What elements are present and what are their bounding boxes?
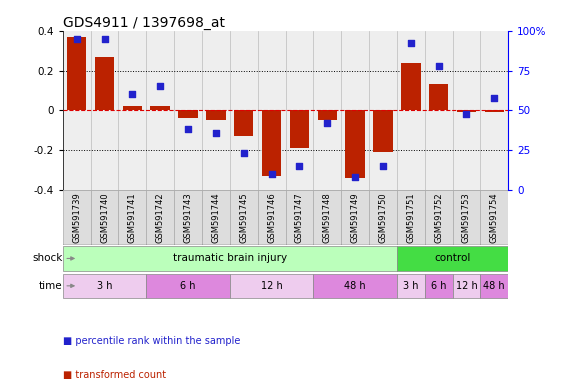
Text: 12 h: 12 h <box>261 281 283 291</box>
Text: shock: shock <box>33 253 63 263</box>
Bar <box>230 273 313 298</box>
Text: GSM591744: GSM591744 <box>211 193 220 243</box>
Bar <box>397 273 425 298</box>
Text: GSM591742: GSM591742 <box>156 193 165 243</box>
Text: GSM591746: GSM591746 <box>267 193 276 243</box>
Point <box>295 163 304 169</box>
Text: GSM591743: GSM591743 <box>183 193 192 243</box>
Text: 6 h: 6 h <box>180 281 196 291</box>
Bar <box>425 273 452 298</box>
Point <box>183 126 192 132</box>
Bar <box>373 110 393 152</box>
Bar <box>119 190 146 245</box>
Bar <box>397 246 508 271</box>
Bar <box>480 190 508 245</box>
Text: time: time <box>39 281 63 291</box>
Bar <box>425 190 452 245</box>
Bar <box>345 110 365 178</box>
Point <box>128 91 137 98</box>
Text: ■ transformed count: ■ transformed count <box>63 370 166 380</box>
Text: GSM591739: GSM591739 <box>72 193 81 243</box>
Point <box>323 120 332 126</box>
Bar <box>91 190 119 245</box>
Point <box>406 40 415 46</box>
Bar <box>480 273 508 298</box>
Text: 6 h: 6 h <box>431 281 447 291</box>
Bar <box>146 273 230 298</box>
Text: GSM591747: GSM591747 <box>295 193 304 243</box>
Text: GSM591750: GSM591750 <box>379 193 388 243</box>
Bar <box>258 190 286 245</box>
Text: GSM591749: GSM591749 <box>351 193 360 243</box>
Bar <box>286 190 313 245</box>
Bar <box>206 110 226 120</box>
Bar <box>95 56 114 110</box>
Bar <box>63 246 397 271</box>
Bar <box>262 110 282 176</box>
Point <box>156 83 165 89</box>
Point <box>351 174 360 180</box>
Text: 12 h: 12 h <box>456 281 477 291</box>
Bar <box>317 110 337 120</box>
Text: GSM591751: GSM591751 <box>406 193 415 243</box>
Bar <box>178 110 198 118</box>
Point <box>462 111 471 117</box>
Text: 48 h: 48 h <box>344 281 366 291</box>
Bar <box>289 110 309 148</box>
Point <box>72 36 81 42</box>
Text: GSM591752: GSM591752 <box>434 193 443 243</box>
Bar <box>230 190 258 245</box>
Text: GSM591753: GSM591753 <box>462 193 471 243</box>
Point <box>239 150 248 156</box>
Bar <box>369 190 397 245</box>
Bar <box>123 106 142 110</box>
Text: 3 h: 3 h <box>97 281 112 291</box>
Bar <box>313 273 397 298</box>
Bar <box>313 190 341 245</box>
Bar <box>174 190 202 245</box>
Bar <box>485 110 504 113</box>
Text: GSM591741: GSM591741 <box>128 193 137 243</box>
Point <box>490 94 499 101</box>
Point <box>379 163 388 169</box>
Point <box>267 171 276 177</box>
Text: GSM591740: GSM591740 <box>100 193 109 243</box>
Bar <box>63 190 91 245</box>
Point <box>100 36 109 42</box>
Text: 3 h: 3 h <box>403 281 419 291</box>
Text: ■ percentile rank within the sample: ■ percentile rank within the sample <box>63 336 240 346</box>
Point <box>434 63 443 69</box>
Bar <box>202 190 230 245</box>
Text: GSM591754: GSM591754 <box>490 193 499 243</box>
Bar <box>63 273 146 298</box>
Bar <box>397 190 425 245</box>
Bar <box>341 190 369 245</box>
Text: traumatic brain injury: traumatic brain injury <box>173 253 287 263</box>
Bar <box>429 84 448 110</box>
Text: GSM591745: GSM591745 <box>239 193 248 243</box>
Bar <box>67 37 86 110</box>
Point <box>211 129 220 136</box>
Bar <box>457 110 476 113</box>
Bar <box>234 110 254 136</box>
Text: control: control <box>435 253 471 263</box>
Bar <box>453 273 480 298</box>
Text: 48 h: 48 h <box>484 281 505 291</box>
Bar <box>401 63 420 110</box>
Bar <box>151 106 170 110</box>
Text: GSM591748: GSM591748 <box>323 193 332 243</box>
Bar <box>146 190 174 245</box>
Bar <box>453 190 480 245</box>
Text: GDS4911 / 1397698_at: GDS4911 / 1397698_at <box>63 16 225 30</box>
